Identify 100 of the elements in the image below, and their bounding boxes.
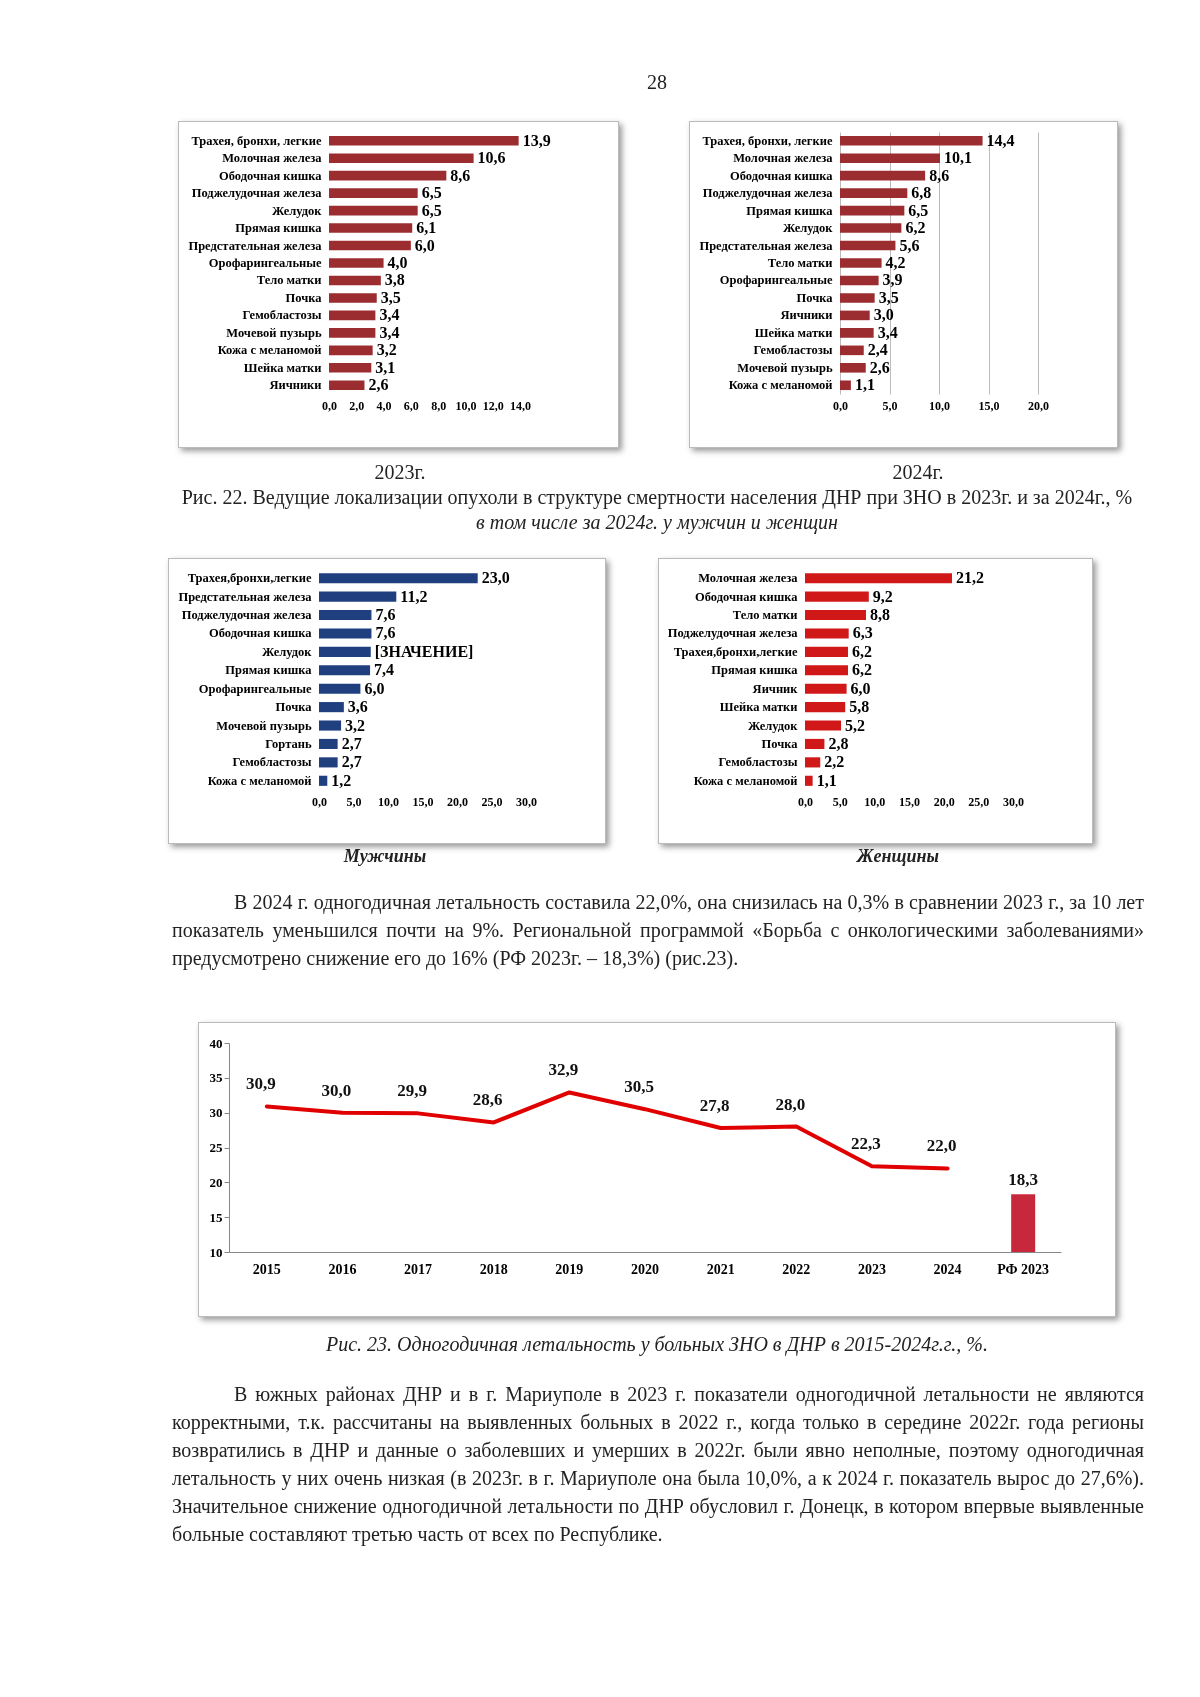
x-tick-label: 0,0 <box>833 398 848 413</box>
x-tick-label: РФ 2023 <box>997 1261 1050 1277</box>
x-tick-label: 5,0 <box>832 794 848 809</box>
x-tick-label: 5,0 <box>346 794 362 809</box>
y-tick-label: Шейка матки <box>719 700 798 715</box>
bar <box>805 665 848 676</box>
bar <box>319 646 371 657</box>
y-tick-label: Желудок <box>271 203 323 218</box>
data-label: 5,6 <box>899 236 920 254</box>
y-tick-label: 40 <box>209 1035 223 1051</box>
y-tick-label: Яичник <box>752 681 799 696</box>
x-tick-label: 15,0 <box>978 398 1000 413</box>
bar <box>319 757 338 768</box>
bar <box>840 328 874 338</box>
y-tick-label: Молочная железа <box>222 151 323 166</box>
y-tick-label: Шейка матки <box>754 325 833 340</box>
y-tick-label: Тело матки <box>732 608 798 623</box>
bar <box>319 628 372 639</box>
x-tick-label: 20,0 <box>933 794 955 809</box>
data-label: 2,4 <box>867 341 888 359</box>
y-tick-label: Прямая кишка <box>746 203 834 218</box>
data-label: 11,2 <box>400 587 428 605</box>
y-tick-label: Шейка матки <box>243 360 322 375</box>
y-tick-label: Яичники <box>780 308 833 323</box>
text: 28 <box>646 70 668 95</box>
data-label: 8,6 <box>450 166 471 184</box>
bar <box>840 223 902 233</box>
bar <box>329 345 373 356</box>
bar <box>319 720 342 731</box>
data-label: 6,2 <box>851 661 872 679</box>
data-label: 5,8 <box>849 698 870 716</box>
y-tick-label: 20 <box>209 1174 223 1190</box>
bar <box>329 363 372 373</box>
x-tick-label: 2018 <box>479 1261 508 1277</box>
x-tick-label: 4,0 <box>376 398 392 413</box>
y-tick-label: Ободочная кишка <box>218 168 323 183</box>
data-label: 4,2 <box>885 254 906 271</box>
bar <box>840 363 866 373</box>
x-tick-label: 10,0 <box>929 398 950 413</box>
y-tick-label: 35 <box>209 1070 223 1086</box>
data-label: 3,2 <box>376 341 397 359</box>
y-tick-label: Трахея,бронхи,легкие <box>673 644 798 659</box>
data-label: 6,0 <box>364 679 385 697</box>
data-label: 3,9 <box>882 271 903 289</box>
text: 2023г. <box>374 461 426 483</box>
data-label: 3,2 <box>345 716 366 734</box>
bar <box>329 205 418 216</box>
x-tick-label: 15,0 <box>899 794 920 809</box>
data-label: 13,9 <box>522 131 551 149</box>
y-tick-label: Кожа с меланомой <box>217 343 322 358</box>
bar <box>329 258 384 268</box>
bar <box>329 135 519 146</box>
data-label: 10,6 <box>477 149 506 167</box>
data-label: 3,0 <box>873 306 894 324</box>
data-label: 6,5 <box>421 201 442 219</box>
bar <box>319 665 371 676</box>
data-label: 7,4 <box>374 661 395 679</box>
text: Женщины <box>857 846 939 866</box>
y-tick-label: Желудок <box>261 644 313 659</box>
bar <box>319 702 344 713</box>
y-tick-label: Трахея,бронхи,легкие <box>187 571 312 586</box>
y-tick-label: Почка <box>275 700 313 715</box>
data-label: 1,1 <box>854 376 875 394</box>
x-tick-label: 2015 <box>252 1261 281 1277</box>
y-tick-label: Кожа с меланомой <box>693 773 798 788</box>
x-tick-label: 10,0 <box>864 794 886 809</box>
x-tick-label: 2019 <box>555 1261 584 1277</box>
text: Мужчины <box>343 846 427 866</box>
y-tick-label: Гемобластозы <box>232 755 312 770</box>
y-tick-label: Предстательная железа <box>699 238 834 253</box>
y-tick-label: Орофарингеальные <box>198 681 312 696</box>
text: Рис. 23. Одногодичная летальность у больных ЗНО в ДНР в 2015-2024г.г., %. <box>325 1332 989 1358</box>
data-label: 2,7 <box>341 753 362 771</box>
y-tick-label: Трахея, бронхи, легкие <box>191 133 322 148</box>
data-label: 9,2 <box>872 587 893 605</box>
data-label: 7,6 <box>375 606 396 624</box>
y-tick-label: Почка <box>761 736 799 751</box>
data-label: 3,5 <box>380 288 401 306</box>
y-tick-label: Желудок <box>782 221 834 236</box>
data-label: 23,0 <box>481 569 510 587</box>
data-label: 32,9 <box>548 1060 579 1080</box>
bar <box>840 345 864 356</box>
y-tick-label: Мочевой пузырь <box>216 718 312 733</box>
data-label: 2,6 <box>368 376 389 394</box>
data-label: 6,5 <box>908 201 929 219</box>
data-label: 21,2 <box>955 569 984 587</box>
bar <box>319 609 372 621</box>
data-label: 2,6 <box>869 358 890 376</box>
data-label: 27,8 <box>699 1095 730 1115</box>
y-tick-label: Молочная железа <box>698 571 799 586</box>
data-label: [ЗНАЧЕНИЕ] <box>374 642 474 660</box>
data-label: 28,6 <box>472 1090 503 1110</box>
data-label: 3,8 <box>384 271 405 289</box>
bar <box>329 310 376 321</box>
y-tick-label: Предстательная железа <box>178 589 313 604</box>
y-tick-label: Мочевой пузырь <box>226 325 322 340</box>
bar <box>805 591 869 602</box>
y-tick-label: Гемобластозы <box>718 755 798 770</box>
bar <box>329 293 377 303</box>
y-tick-label: 25 <box>209 1140 223 1155</box>
